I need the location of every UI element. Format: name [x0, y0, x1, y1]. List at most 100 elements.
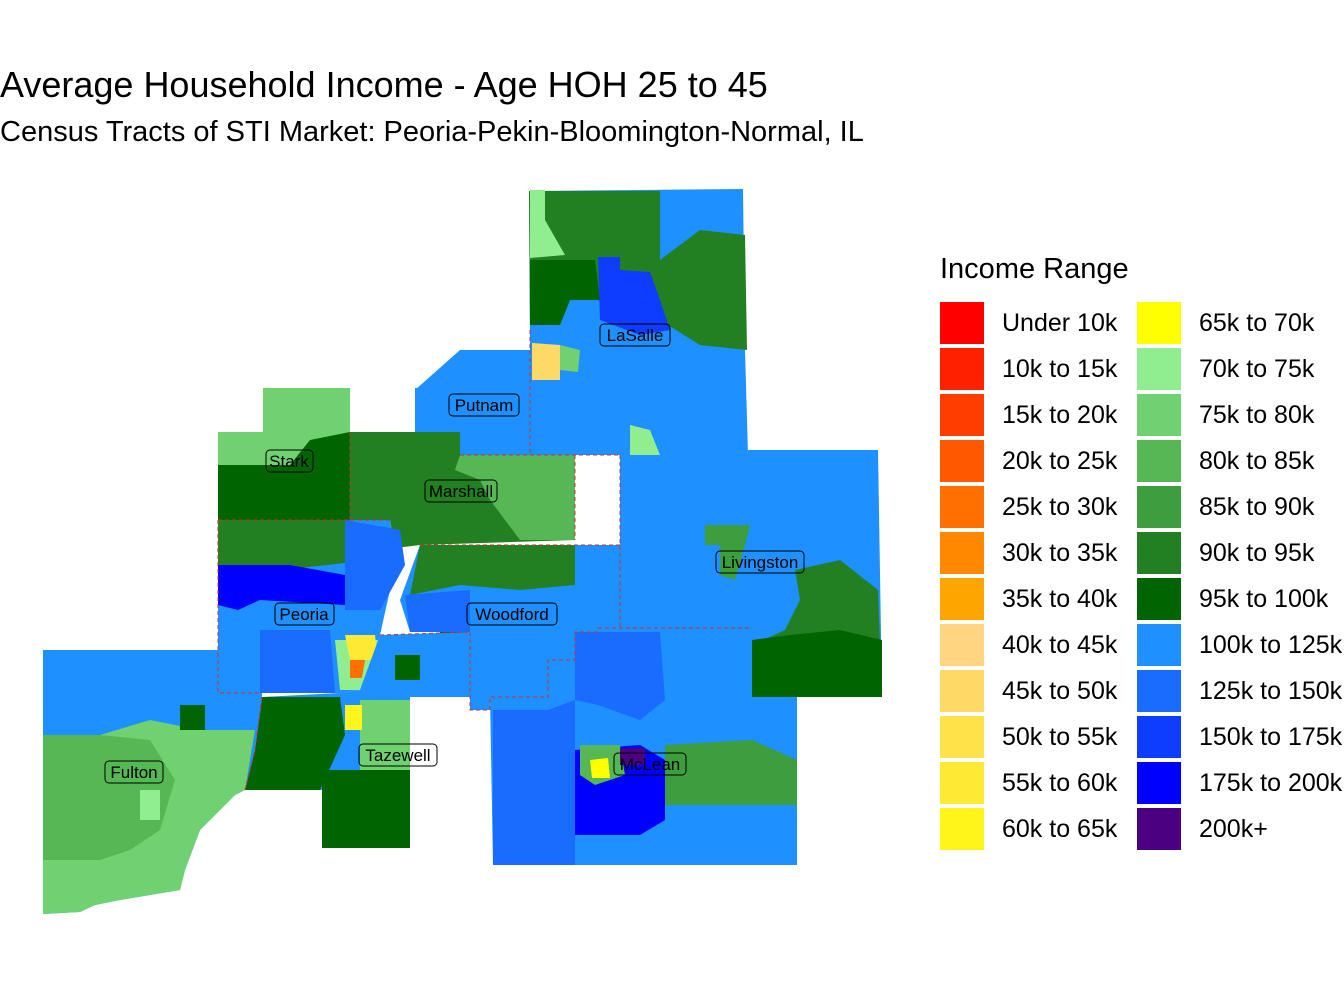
legend-swatch [940, 302, 984, 344]
legend-item: 125k to 150k [1137, 668, 1342, 714]
legend-item: 40k to 45k [940, 622, 1117, 668]
legend-item: Under 10k [940, 300, 1117, 346]
svg-text:Putnam: Putnam [455, 396, 514, 415]
legend-swatch [940, 532, 984, 574]
legend-label: 80k to 85k [1199, 446, 1315, 475]
legend-label: 70k to 75k [1199, 354, 1315, 383]
map-subtitle: Census Tracts of STI Market: Peoria-Peki… [0, 116, 864, 148]
county-label-putnam: Putnam [448, 393, 520, 417]
legend-item: 15k to 20k [940, 392, 1117, 438]
county-region-putnam [415, 388, 530, 455]
legend-label: 100k to 125k [1199, 630, 1343, 659]
legend-label: 85k to 90k [1199, 492, 1315, 521]
legend-label: 60k to 65k [1002, 814, 1118, 843]
svg-text:Peoria: Peoria [279, 605, 329, 624]
county-region-tazewell [245, 632, 490, 848]
svg-text:Tazewell: Tazewell [365, 746, 430, 765]
legend-swatch [1137, 394, 1181, 436]
county-label-stark: Stark [265, 449, 314, 473]
legend-label: 175k to 200k [1199, 768, 1343, 797]
legend-label: 45k to 50k [1002, 676, 1118, 705]
svg-text:LaSalle: LaSalle [607, 326, 664, 345]
legend-label: 90k to 95k [1199, 538, 1315, 567]
county-label-livingston: Livingston [715, 550, 805, 574]
legend-label: 25k to 30k [1002, 492, 1118, 521]
svg-text:Marshall: Marshall [429, 482, 493, 501]
legend-item: 65k to 70k [1137, 300, 1342, 346]
legend-item: 25k to 30k [940, 484, 1117, 530]
legend-swatch [940, 762, 984, 804]
county-region-peoria [218, 520, 405, 693]
county-label-lasalle: LaSalle [599, 323, 671, 347]
legend-label: 10k to 15k [1002, 354, 1118, 383]
legend-label: Under 10k [1002, 308, 1118, 337]
legend-item: 75k to 80k [1137, 392, 1342, 438]
legend-swatch [1137, 440, 1181, 482]
legend-label: 30k to 35k [1002, 538, 1118, 567]
county-boundaries [217, 330, 752, 791]
legend-label: 15k to 20k [1002, 400, 1118, 429]
legend-swatch [1137, 716, 1181, 758]
legend-item: 35k to 40k [940, 576, 1117, 622]
county-region-marshall [350, 432, 575, 548]
svg-text:Livingston: Livingston [722, 553, 799, 572]
county-region-mclean [490, 628, 797, 865]
map-title: Average Household Income - Age HOH 25 to… [0, 64, 768, 105]
legend-swatch [940, 716, 984, 758]
legend-label: 65k to 70k [1199, 308, 1315, 337]
legend-label: 40k to 45k [1002, 630, 1118, 659]
legend-item: 70k to 75k [1137, 346, 1342, 392]
legend-label: 125k to 150k [1199, 676, 1343, 705]
legend-item: 55k to 60k [940, 760, 1117, 806]
county-label-fulton: Fulton [104, 760, 164, 784]
county-region-fulton [43, 650, 262, 914]
svg-text:Woodford: Woodford [475, 605, 548, 624]
legend-label: 95k to 100k [1199, 584, 1329, 613]
legend-label: 50k to 55k [1002, 722, 1118, 751]
county-region-woodford [400, 545, 620, 710]
legend-column-1: Under 10k 10k to 15k 15k to 20k 20k to 25k 2… [940, 300, 1117, 852]
legend-swatch [1137, 578, 1181, 620]
county-region-stark [218, 388, 350, 520]
legend-item: 85k to 90k [1137, 484, 1342, 530]
legend-swatch [940, 578, 984, 620]
legend-item: 60k to 65k [940, 806, 1117, 852]
legend-label: 75k to 80k [1199, 400, 1315, 429]
legend-swatch [940, 348, 984, 390]
legend-item: 30k to 35k [940, 530, 1117, 576]
svg-text:Fulton: Fulton [110, 763, 157, 782]
legend-item: 80k to 85k [1137, 438, 1342, 484]
legend-item: 175k to 200k [1137, 760, 1342, 806]
legend-item: 200k+ [1137, 806, 1342, 852]
legend-swatch [940, 486, 984, 528]
legend-title: Income Range [940, 253, 1129, 285]
legend-item: 45k to 50k [940, 668, 1117, 714]
legend-item: 50k to 55k [940, 714, 1117, 760]
legend-swatch [1137, 302, 1181, 344]
legend-swatch [940, 670, 984, 712]
legend-label: 55k to 60k [1002, 768, 1118, 797]
svg-text:Stark: Stark [269, 452, 309, 471]
legend-swatch [940, 624, 984, 666]
legend-item: 150k to 175k [1137, 714, 1342, 760]
legend-swatch [1137, 532, 1181, 574]
legend-item: 20k to 25k [940, 438, 1117, 484]
legend-swatch [940, 440, 984, 482]
legend-item: 90k to 95k [1137, 530, 1342, 576]
legend-label: 200k+ [1199, 814, 1268, 843]
legend-item: 95k to 100k [1137, 576, 1342, 622]
county-label-mclean: McLean [613, 752, 687, 776]
legend-swatch [1137, 762, 1181, 804]
legend-swatch [1137, 808, 1181, 850]
legend-swatch [1137, 670, 1181, 712]
legend-label: 35k to 40k [1002, 584, 1118, 613]
legend-item: 100k to 125k [1137, 622, 1342, 668]
legend-swatch [940, 808, 984, 850]
county-region-lasalle [415, 189, 748, 540]
legend-column-2: 65k to 70k 70k to 75k 75k to 80k 80k to 85k… [1137, 300, 1342, 852]
legend-swatch [940, 394, 984, 436]
legend-label: 20k to 25k [1002, 446, 1118, 475]
county-label-woodford: Woodford [466, 602, 558, 626]
legend-label: 150k to 175k [1199, 722, 1343, 751]
